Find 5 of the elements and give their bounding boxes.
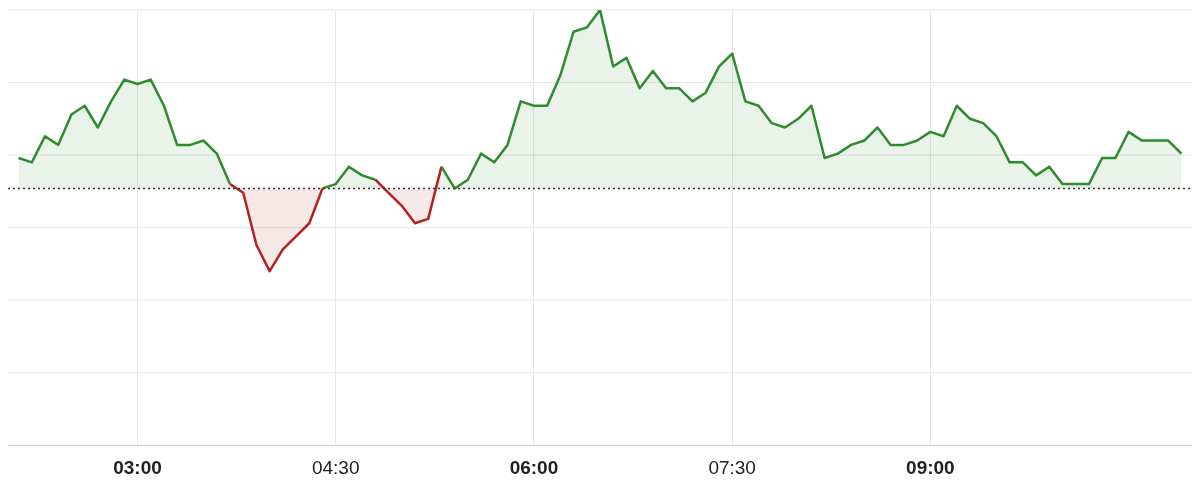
x-tick-label: 09:00 <box>906 456 955 478</box>
x-tick-label: 06:00 <box>509 456 559 478</box>
x-tick-label: 07:30 <box>708 456 756 478</box>
x-tick-label: 04:30 <box>311 456 360 478</box>
x-tick-label: 03:00 <box>113 456 162 478</box>
